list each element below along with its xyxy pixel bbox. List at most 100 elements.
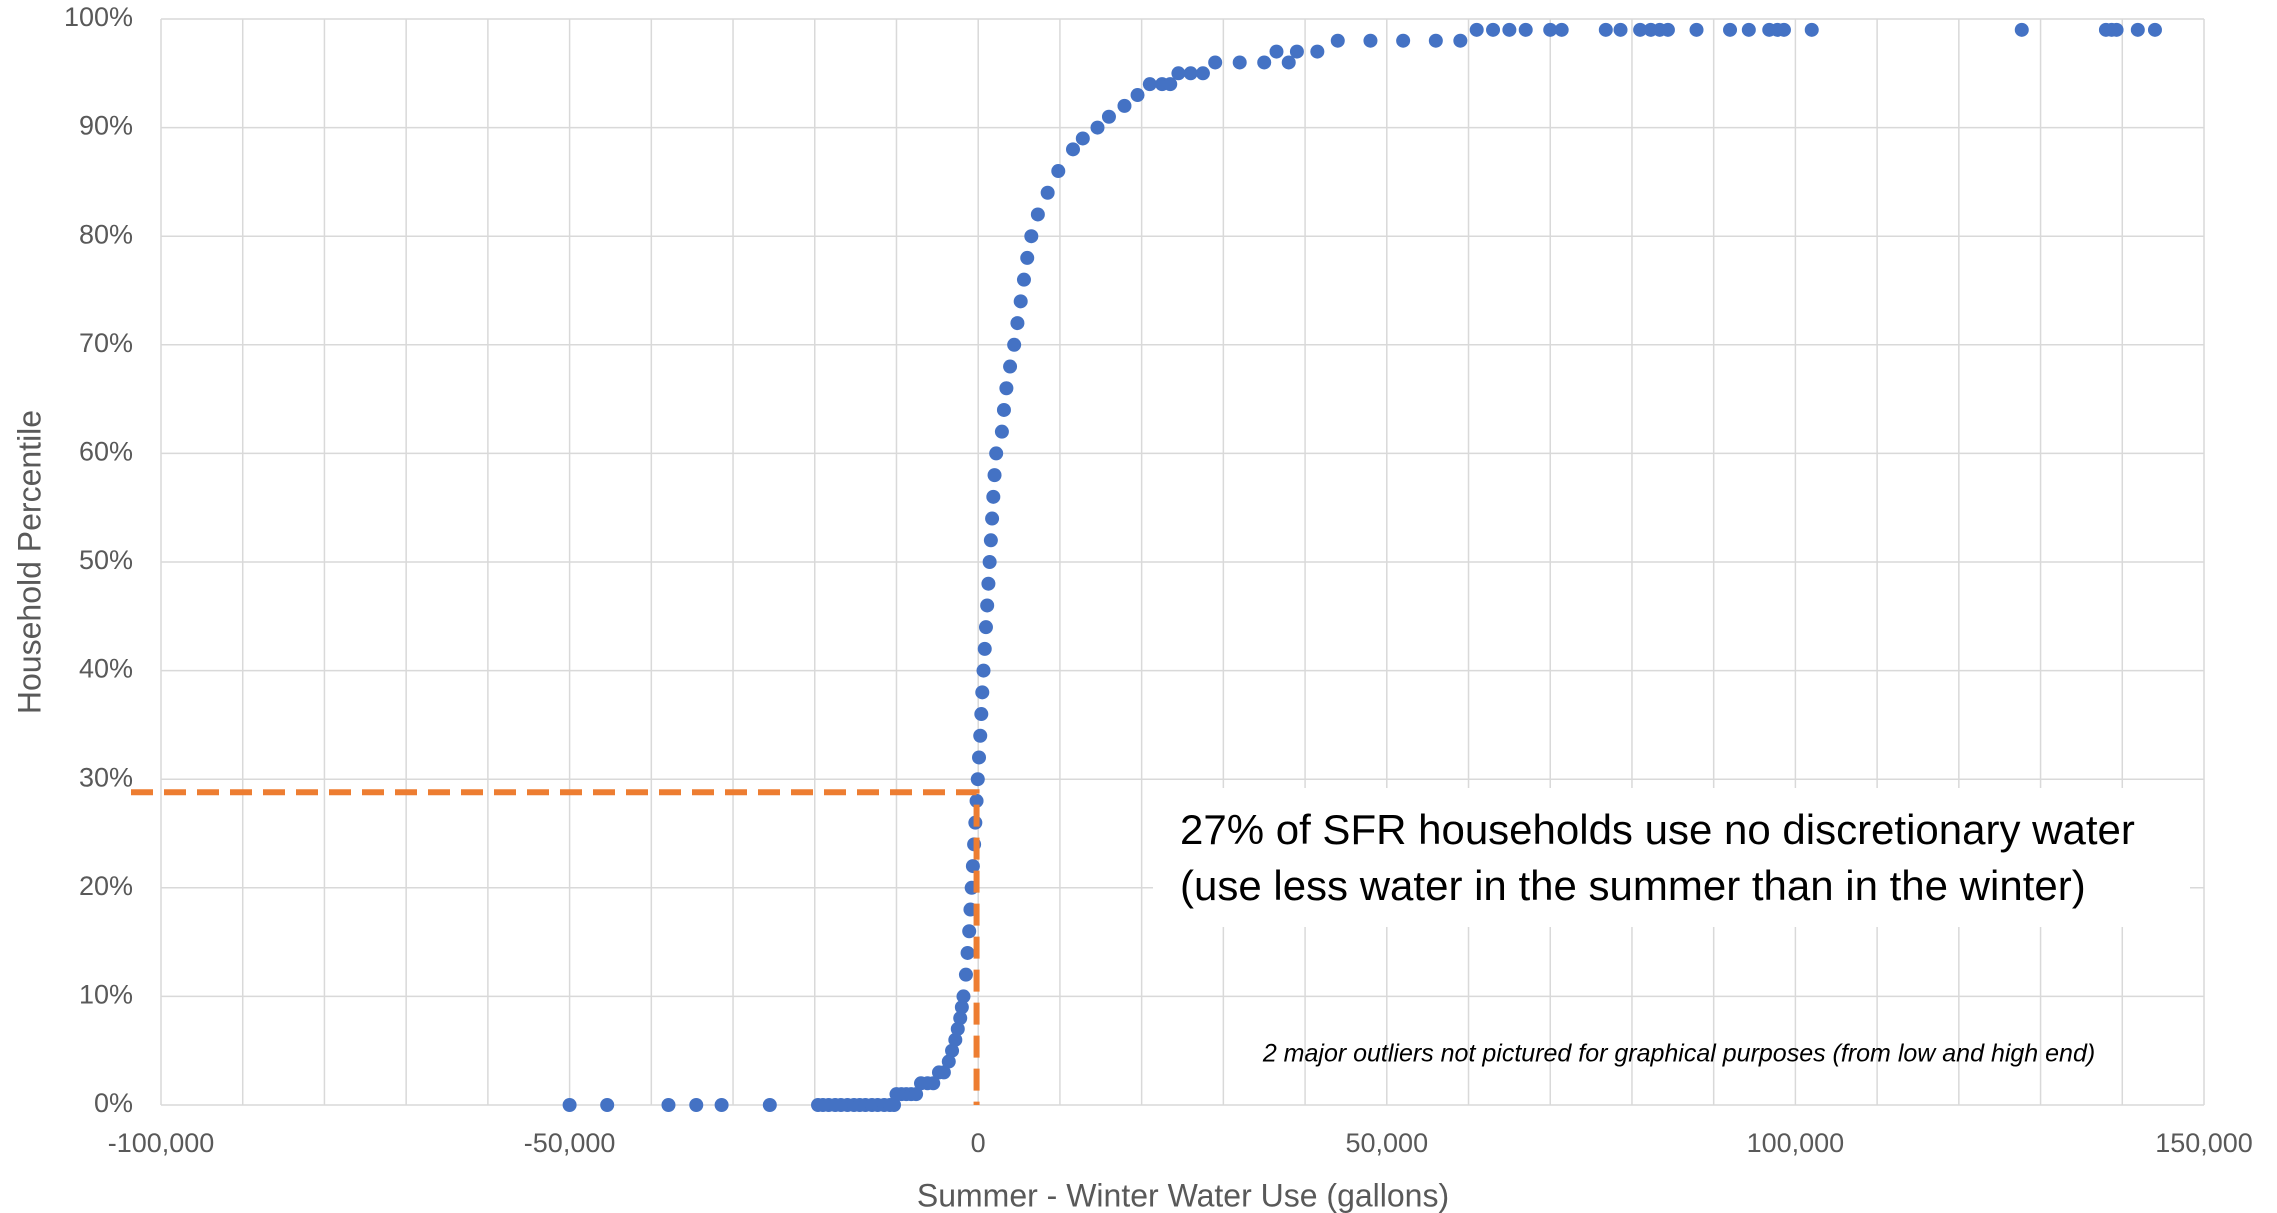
y-tick-label: 30%: [79, 762, 133, 792]
footnote: 2 major outliers not pictured for graphi…: [1262, 1040, 2095, 1068]
point: [1330, 33, 1345, 48]
y-tick-label: 100%: [64, 2, 133, 32]
point: [1289, 44, 1304, 59]
annotation-box: [1153, 788, 2190, 927]
point: [762, 1098, 777, 1112]
point: [987, 468, 1002, 483]
point: [1660, 22, 1675, 37]
point: [1741, 22, 1756, 37]
point: [1101, 109, 1116, 124]
point: [969, 793, 984, 808]
point: [1776, 22, 1791, 37]
x-tick-label: 0: [971, 1128, 986, 1158]
point: [1613, 22, 1628, 37]
point: [1183, 66, 1198, 81]
point: [941, 1054, 956, 1069]
x-axis-title: Summer - Winter Water Use (gallons): [917, 1177, 1449, 1213]
point: [1502, 22, 1517, 37]
y-tick-label: 90%: [79, 111, 133, 141]
point: [1013, 294, 1028, 309]
point: [975, 685, 990, 700]
point: [953, 1011, 968, 1026]
point: [994, 424, 1009, 439]
point: [1090, 120, 1105, 135]
y-axis-title: Household Percentile: [11, 410, 47, 714]
point: [1030, 207, 1045, 222]
point: [972, 750, 987, 765]
point: [948, 1032, 963, 1047]
point: [1117, 98, 1132, 113]
point: [1518, 22, 1533, 37]
point: [965, 859, 980, 874]
point: [1171, 66, 1186, 81]
point: [1804, 22, 1819, 37]
point: [1208, 55, 1223, 70]
point: [1020, 250, 1035, 265]
y-tick-label: 70%: [79, 328, 133, 358]
point: [1486, 22, 1501, 37]
point: [945, 1043, 960, 1058]
y-tick-label: 80%: [79, 219, 133, 249]
point: [983, 533, 998, 548]
point: [1130, 88, 1145, 103]
y-tick-label: 60%: [79, 437, 133, 467]
y-tick-label: 10%: [79, 980, 133, 1010]
point: [1003, 359, 1018, 374]
point: [1363, 33, 1378, 48]
point: [1554, 22, 1569, 37]
point: [1281, 55, 1296, 70]
annotation: (use less water in the summer than in th…: [1180, 862, 2086, 909]
point: [1543, 22, 1558, 37]
point: [2014, 22, 2029, 37]
point: [999, 381, 1014, 396]
point: [958, 967, 973, 982]
point: [1051, 164, 1066, 179]
point: [976, 663, 991, 678]
point: [954, 1000, 969, 1015]
point: [996, 402, 1011, 417]
point: [1453, 33, 1468, 48]
point: [970, 772, 985, 787]
point: [956, 989, 971, 1004]
point: [1075, 131, 1090, 146]
point: [978, 620, 993, 635]
point: [887, 1098, 902, 1112]
y-tick-label: 40%: [79, 654, 133, 684]
point: [980, 598, 995, 613]
point: [1163, 77, 1178, 92]
point: [1598, 22, 1613, 37]
point: [989, 446, 1004, 461]
point: [982, 555, 997, 569]
point: [2130, 22, 2145, 37]
point: [1269, 44, 1284, 59]
point: [562, 1098, 577, 1112]
point: [1396, 33, 1411, 48]
point: [1723, 22, 1738, 37]
point: [1024, 229, 1039, 244]
point: [689, 1098, 704, 1112]
point: [1689, 22, 1704, 37]
point: [1010, 316, 1025, 331]
point: [950, 1021, 965, 1036]
point: [1065, 142, 1080, 157]
point: [909, 1087, 924, 1102]
point: [1142, 77, 1157, 92]
point: [1257, 55, 1272, 70]
x-tick-label: 100,000: [1747, 1128, 1845, 1158]
point: [974, 707, 989, 722]
point: [600, 1098, 615, 1112]
y-tick-label: 50%: [79, 545, 133, 575]
point: [1469, 22, 1484, 37]
reference-line: [131, 789, 980, 1105]
point: [2147, 22, 2162, 37]
point: [661, 1098, 676, 1112]
point: [977, 641, 992, 656]
point: [1040, 185, 1055, 200]
annotation: 27% of SFR households use no discretiona…: [1180, 806, 2135, 853]
point: [1232, 55, 1247, 70]
y-tick-label: 20%: [79, 871, 133, 901]
point: [1016, 272, 1031, 287]
point: [985, 511, 1000, 526]
y-tick-label: 0%: [94, 1088, 133, 1118]
